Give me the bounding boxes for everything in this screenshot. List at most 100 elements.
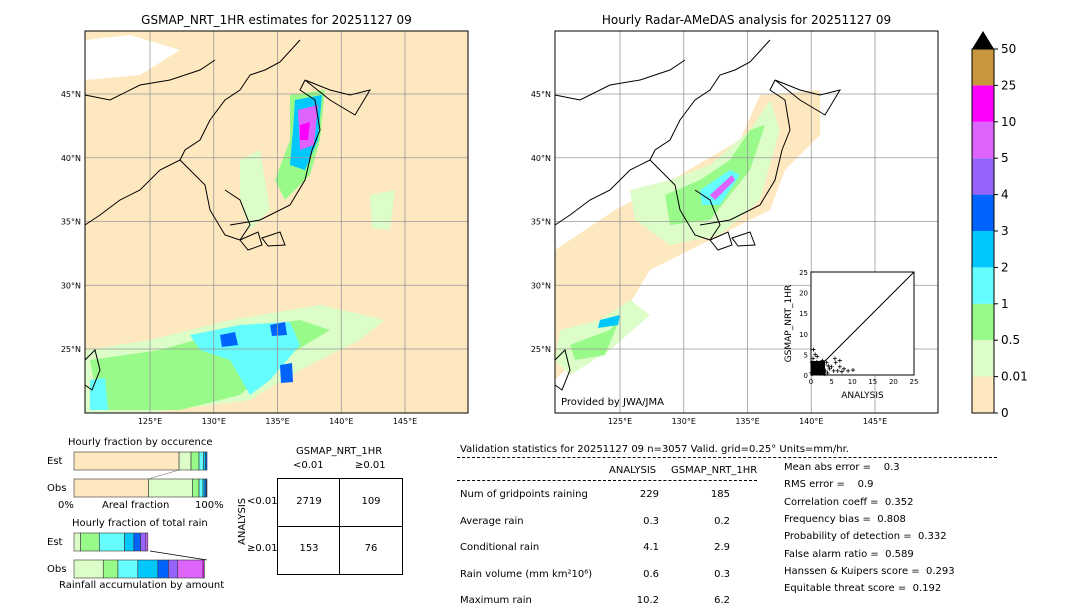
- score-item: Correlation coeff = 0.352: [784, 496, 914, 508]
- scatter-x-tick: 0: [809, 378, 813, 386]
- rain-est-segment: [73, 532, 81, 552]
- coastline: [84, 39, 301, 226]
- rain-layer: [555, 90, 820, 380]
- rain-area: [190, 322, 300, 395]
- occ-obs-segment: [206, 478, 208, 498]
- stats-row-gsmap: 6.2: [714, 595, 730, 606]
- scatter-point: [825, 370, 830, 375]
- scatter-point: [846, 368, 851, 373]
- rain-area: [240, 150, 270, 230]
- coastline: [304, 79, 372, 116]
- rain-obs-segment: [73, 559, 104, 579]
- occ-est-segment: [73, 451, 180, 471]
- lon-tick-label: 125°E: [138, 417, 162, 426]
- ct-cell-miss: 153: [299, 543, 319, 554]
- scatter-y-tick: 10: [799, 331, 808, 339]
- lat-tick-label: 45°N: [531, 90, 551, 99]
- coastline: [554, 349, 571, 391]
- rain-area: [300, 122, 310, 140]
- ct-cell-hit-neg: 2719: [296, 496, 322, 507]
- occ-est-segment: [190, 451, 200, 471]
- colorbar-segment: [972, 49, 994, 86]
- lon-tick-label: 140°E: [329, 417, 353, 426]
- lon-tick-label: 140°E: [799, 417, 823, 426]
- score-item: False alarm ratio = 0.589: [784, 548, 914, 560]
- stats-row-analysis: 4.1: [643, 542, 659, 553]
- score-item: Probability of detection = 0.332: [784, 531, 947, 543]
- rain-est-segment: [145, 532, 149, 552]
- map-frame: [554, 30, 939, 414]
- scatter-point: [815, 354, 820, 359]
- scatter-point: [833, 360, 838, 365]
- occ-connector: [148, 469, 180, 480]
- coastline: [84, 59, 216, 101]
- stats-col-analysis: ANALYSIS: [609, 465, 657, 476]
- scatter-y-tick: 15: [799, 310, 808, 318]
- occ-x-mid: Areal fraction: [102, 500, 170, 511]
- coastline: [774, 79, 842, 116]
- scatter-point: [824, 360, 829, 365]
- stats-header: Validation statistics for 20251127 09 n=…: [460, 444, 849, 455]
- lon-tick-label: 135°E: [265, 417, 289, 426]
- colorbar-label: 5: [1001, 151, 1009, 165]
- colorbar-label: 4: [1001, 188, 1009, 202]
- ct-col-ge: ≥0.01: [355, 460, 386, 471]
- score-item: Hanssen & Kuipers score = 0.293: [784, 565, 955, 577]
- stats-row-label: Num of gridpoints raining: [460, 489, 588, 500]
- ct-cell-hit: 76: [364, 543, 378, 554]
- rain-area: [570, 318, 620, 360]
- coastline: [261, 231, 286, 247]
- rain-area: [598, 315, 620, 328]
- scatter-xlabel: ANALYSIS: [841, 391, 884, 401]
- rain-area: [710, 175, 735, 200]
- rain-obs-segment: [157, 559, 169, 579]
- stats-row-analysis: 229: [639, 489, 659, 500]
- colorbar-label: 10: [1001, 115, 1016, 129]
- rain-est-segment: [140, 532, 147, 552]
- coastline: [179, 159, 251, 241]
- scatter-x-tick: 20: [889, 378, 898, 386]
- contingency-table: 2719 109 153 76: [277, 478, 403, 575]
- colorbar-label: 2: [1001, 260, 1009, 274]
- colorbar-label: 50: [1001, 42, 1016, 56]
- scatter-x-tick: 10: [848, 378, 857, 386]
- lon-tick-label: 145°E: [393, 417, 417, 426]
- occ-est-label: Est: [47, 456, 63, 467]
- left-map-title: GSMAP_NRT_1HR estimates for 20251127 09: [141, 13, 412, 27]
- lat-tick-label: 35°N: [61, 218, 81, 227]
- scatter-point: [837, 364, 842, 369]
- scatter-point: [827, 366, 832, 371]
- stats-row-label: Rain volume (mm km²10⁶): [460, 568, 593, 580]
- rain-area: [90, 378, 108, 410]
- rain-area: [665, 125, 765, 225]
- scatter-inset: 00 5 5 10 10 15 15 20 20 25 25 ANALYSIS GSMAP_NRT_1H…: [784, 269, 918, 401]
- lat-tick-label: 40°N: [61, 154, 81, 163]
- coastline: [554, 39, 771, 226]
- colorbar-segment: [972, 121, 994, 159]
- scatter-point: [832, 356, 837, 361]
- scatter-x-tick: 15: [868, 378, 877, 386]
- rain-area: [280, 363, 293, 383]
- colorbar-segment: [972, 158, 994, 195]
- scatter-point: [826, 363, 831, 368]
- map-frame: [84, 30, 469, 414]
- scatter-ylabel: GSMAP_NRT_1HR: [784, 285, 794, 363]
- occ-est-segment: [178, 451, 192, 471]
- scatter-point: [839, 369, 844, 374]
- left-map: 45°N 40°N 35°N 30°N 25°N 125°E 130°E 135°E 140°E…: [61, 30, 469, 426]
- occ-est-segment: [205, 451, 208, 471]
- rain-est-segment: [133, 532, 141, 552]
- lat-tick-label: 30°N: [531, 281, 551, 290]
- scatter-dense-cluster: [811, 361, 825, 375]
- rain-area: [220, 332, 238, 347]
- stats-row-gsmap: 185: [710, 489, 730, 500]
- rain-obs-segment: [137, 559, 159, 579]
- scatter-y-tick: 0: [804, 372, 808, 380]
- rain-title: Hourly fraction of total rain: [72, 518, 208, 529]
- right-map-title: Hourly Radar-AMeDAS analysis for 2025112…: [601, 13, 892, 27]
- stats-row-analysis: 10.2: [636, 595, 659, 606]
- stats-row-gsmap: 2.9: [714, 542, 730, 553]
- stats-row-analysis: 0.3: [643, 515, 659, 527]
- colorbar-label: 0.01: [1001, 370, 1028, 384]
